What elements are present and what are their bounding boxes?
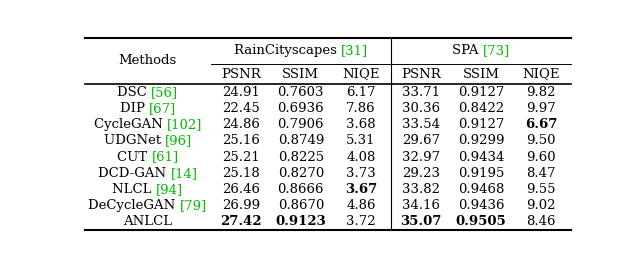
Text: 29.67: 29.67 (402, 134, 440, 148)
Text: 0.8270: 0.8270 (278, 167, 324, 180)
Text: CUT: CUT (117, 151, 152, 164)
Text: 0.7906: 0.7906 (278, 118, 324, 131)
Text: 0.9505: 0.9505 (456, 215, 506, 229)
Text: 3.73: 3.73 (346, 167, 376, 180)
Text: 0.8749: 0.8749 (278, 134, 324, 148)
Text: 0.7603: 0.7603 (278, 86, 324, 99)
Text: [56]: [56] (152, 86, 179, 99)
Text: DSC: DSC (117, 86, 152, 99)
Text: 3.72: 3.72 (346, 215, 376, 229)
Text: 8.46: 8.46 (526, 215, 556, 229)
Text: 33.71: 33.71 (402, 86, 440, 99)
Text: 6.17: 6.17 (346, 86, 376, 99)
Text: 9.50: 9.50 (526, 134, 556, 148)
Text: [73]: [73] (483, 44, 510, 57)
Text: 0.8225: 0.8225 (278, 151, 324, 164)
Text: [102]: [102] (167, 118, 202, 131)
Text: 22.45: 22.45 (222, 102, 260, 115)
Text: 34.16: 34.16 (402, 199, 440, 212)
Text: ANLCL: ANLCL (124, 215, 172, 229)
Text: 9.60: 9.60 (526, 151, 556, 164)
Text: 24.91: 24.91 (222, 86, 260, 99)
Text: 9.02: 9.02 (526, 199, 556, 212)
Text: 27.42: 27.42 (220, 215, 262, 229)
Text: [94]: [94] (156, 183, 183, 196)
Text: 0.6936: 0.6936 (278, 102, 324, 115)
Text: SSIM: SSIM (282, 68, 319, 80)
Text: 26.99: 26.99 (221, 199, 260, 212)
Text: [14]: [14] (170, 167, 198, 180)
Text: NIQE: NIQE (522, 68, 560, 80)
Text: 9.97: 9.97 (526, 102, 556, 115)
Text: 7.86: 7.86 (346, 102, 376, 115)
Text: 3.68: 3.68 (346, 118, 376, 131)
Text: SPA: SPA (452, 44, 483, 57)
Text: 0.9299: 0.9299 (458, 134, 504, 148)
Text: 24.86: 24.86 (222, 118, 260, 131)
Text: 33.82: 33.82 (402, 183, 440, 196)
Text: 0.8666: 0.8666 (278, 183, 324, 196)
Text: 9.55: 9.55 (526, 183, 556, 196)
Text: PSNR: PSNR (221, 68, 260, 80)
Text: 0.8422: 0.8422 (458, 102, 504, 115)
Text: 30.36: 30.36 (402, 102, 440, 115)
Text: [67]: [67] (149, 102, 176, 115)
Text: RainCityscapes: RainCityscapes (234, 44, 341, 57)
Text: UDGNet: UDGNet (104, 134, 165, 148)
Text: 0.9436: 0.9436 (458, 199, 504, 212)
Text: [79]: [79] (180, 199, 207, 212)
Text: NIQE: NIQE (342, 68, 380, 80)
Text: NLCL: NLCL (113, 183, 156, 196)
Text: 0.9127: 0.9127 (458, 118, 504, 131)
Text: 33.54: 33.54 (402, 118, 440, 131)
Text: 0.9127: 0.9127 (458, 86, 504, 99)
Text: 0.9195: 0.9195 (458, 167, 504, 180)
Text: 0.9123: 0.9123 (275, 215, 326, 229)
Text: 25.21: 25.21 (222, 151, 260, 164)
Text: DeCycleGAN: DeCycleGAN (88, 199, 180, 212)
Text: 5.31: 5.31 (346, 134, 376, 148)
Text: 4.86: 4.86 (346, 199, 376, 212)
Text: DIP: DIP (120, 102, 149, 115)
Text: 29.23: 29.23 (402, 167, 440, 180)
Text: 25.18: 25.18 (222, 167, 260, 180)
Text: 4.08: 4.08 (346, 151, 376, 164)
Text: Methods: Methods (119, 54, 177, 67)
Text: DCD-GAN: DCD-GAN (98, 167, 170, 180)
Text: 25.16: 25.16 (222, 134, 260, 148)
Text: SSIM: SSIM (463, 68, 499, 80)
Text: [61]: [61] (152, 151, 179, 164)
Text: [31]: [31] (341, 44, 368, 57)
Text: 0.8670: 0.8670 (278, 199, 324, 212)
Text: 0.9434: 0.9434 (458, 151, 504, 164)
Text: 6.67: 6.67 (525, 118, 557, 131)
Text: 9.82: 9.82 (526, 86, 556, 99)
Text: 8.47: 8.47 (526, 167, 556, 180)
Text: 3.67: 3.67 (345, 183, 377, 196)
Text: 0.9468: 0.9468 (458, 183, 504, 196)
Text: 26.46: 26.46 (222, 183, 260, 196)
Text: PSNR: PSNR (401, 68, 441, 80)
Text: 35.07: 35.07 (400, 215, 442, 229)
Text: 32.97: 32.97 (402, 151, 440, 164)
Text: [96]: [96] (165, 134, 192, 148)
Text: CycleGAN: CycleGAN (93, 118, 167, 131)
